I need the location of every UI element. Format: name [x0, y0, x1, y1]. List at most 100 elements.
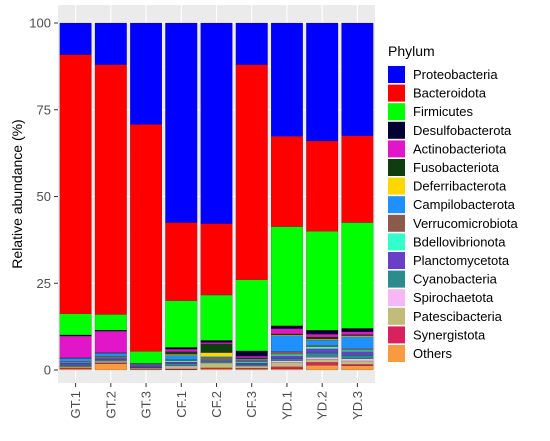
bar-segment-spirochaetota: [306, 357, 339, 360]
bar-segment-planctomycetota: [235, 362, 268, 365]
legend-item-patescibacteria: Patescibacteria: [388, 307, 503, 325]
bar-segment-planctomycetota: [341, 351, 374, 356]
legend-key: [388, 121, 405, 139]
bar-segment-firmicutes: [94, 314, 127, 331]
legend-label: Verrucomicrobiota: [413, 216, 519, 231]
bar-segment-proteobacteria: [130, 22, 162, 125]
bar-segment-deferribacterota: [271, 334, 303, 336]
bar-segment-deferribacterota: [306, 339, 339, 341]
bar-segment-fusobacteriota: [59, 357, 92, 359]
bar-segment-actinobacteriota: [200, 342, 233, 344]
bar-segment-campilobacterota: [341, 336, 374, 349]
bar-segment-bdellovibrionota: [59, 362, 92, 364]
bar-segment-campilobacterota: [271, 335, 303, 352]
bar-segment-proteobacteria: [306, 22, 339, 142]
bar-segment-firmicutes: [306, 231, 339, 331]
legend-key: [388, 196, 405, 214]
bar-segment-campilobacterota: [165, 355, 198, 360]
bar-segment-others: [59, 368, 92, 371]
bar-segment-desulfobacterota: [271, 325, 303, 329]
bar-segment-bdellovibrionota: [235, 361, 268, 364]
bar-segment-actinobacteriota: [130, 363, 162, 365]
bar-segment-campilobacterota: [306, 340, 339, 346]
bar-segment-verrucomicrobiota: [59, 361, 92, 363]
legend-item-cyanobacteria: Cyanobacteria: [388, 270, 498, 288]
bar-segment-desulfobacterota: [59, 334, 92, 337]
bar-segment-firmicutes: [59, 313, 92, 336]
bar-segment-spirochaetota: [235, 365, 268, 367]
bar-segment-bacteroidota: [235, 64, 268, 280]
bar-stack-GT.2: [94, 22, 127, 371]
bar-segment-others: [271, 368, 303, 371]
bar-segment-verrucomicrobiota: [165, 359, 198, 361]
bar-segment-spirochaetota: [165, 365, 198, 367]
legend-label: Spirochaetota: [413, 290, 494, 305]
bar-segment-proteobacteria: [235, 22, 268, 65]
legend-item-bacteroidota: Bacteroidota: [388, 84, 487, 102]
legend-key: [388, 159, 405, 176]
bar-segment-deferribacterota: [341, 335, 374, 337]
legend-label: Deferribacterota: [413, 179, 507, 194]
bar-segment-campilobacterota: [235, 359, 268, 361]
legend-label: Bdellovibrionota: [413, 234, 506, 249]
legend-key: [388, 84, 405, 102]
legend-key: [388, 270, 405, 288]
bar-stack-YD.1: [271, 22, 303, 371]
x-tick-label: CF.2: [209, 391, 224, 418]
bar-segment-desulfobacterota: [235, 350, 268, 357]
bar-segment-verrucomicrobiota: [94, 356, 127, 358]
x-tick-label: GT.1: [68, 391, 83, 418]
bar-segment-actinobacteriota: [271, 328, 303, 334]
bar-segment-proteobacteria: [165, 22, 198, 223]
bars: [59, 22, 374, 371]
bar-segment-patescibacteria: [165, 366, 198, 370]
bar-segment-synergistota: [94, 362, 127, 364]
bar-segment-bdellovibrionota: [271, 354, 303, 356]
bar-segment-planctomycetota: [59, 362, 92, 366]
bar-segment-proteobacteria: [94, 22, 127, 65]
bar-segment-cyanobacteria: [271, 358, 303, 361]
legend-key: [388, 140, 405, 158]
bar-stack-YD.3: [341, 22, 374, 371]
bar-segment-bacteroidota: [306, 140, 339, 232]
legend-label: Firmicutes: [413, 104, 473, 119]
legend-key: [388, 214, 405, 232]
bar-segment-desulfobacterota: [306, 330, 339, 335]
bar-segment-actinobacteriota: [165, 349, 198, 352]
legend-item-planctomycetota: Planctomycetota: [388, 252, 510, 269]
bar-segment-others: [235, 368, 268, 371]
legend-label: Bacteroidota: [413, 86, 487, 101]
bar-segment-firmicutes: [130, 351, 162, 364]
bar-segment-fusobacteriota: [235, 357, 268, 359]
bar-segment-planctomycetota: [94, 358, 127, 361]
bar-segment-others: [130, 369, 162, 371]
bar-segment-others: [200, 368, 233, 371]
x-tick-label: CF.3: [244, 391, 259, 418]
legend-item-campilobacterota: Campilobacterota: [388, 196, 516, 214]
legend-label: Proteobacteria: [413, 67, 498, 82]
x-tick-label: GT.3: [139, 391, 154, 418]
bar-segment-deferribacterota: [165, 354, 198, 356]
y-tick-label: 50: [37, 189, 51, 204]
bar-segment-patescibacteria: [200, 363, 233, 368]
bar-segment-bacteroidota: [94, 64, 127, 315]
legend-key: [388, 103, 405, 121]
bar-stack-CF.1: [165, 22, 198, 371]
legend-label: Cyanobacteria: [413, 272, 498, 287]
bar-segment-proteobacteria: [59, 22, 92, 55]
bar-stack-GT.3: [130, 22, 162, 371]
bar-segment-bacteroidota: [341, 135, 374, 223]
y-axis-title: Relative abundance (%): [9, 119, 25, 268]
bar-segment-desulfobacterota: [341, 328, 374, 332]
bar-segment-cyanobacteria: [94, 359, 127, 362]
bar-segment-actinobacteriota: [306, 334, 339, 338]
bar-segment-planctomycetota: [306, 348, 339, 354]
bar-segment-cyanobacteria: [59, 365, 92, 367]
legend-item-verrucomicrobiota: Verrucomicrobiota: [388, 214, 519, 232]
bar-segment-verrucomicrobiota: [200, 357, 233, 360]
bar-segment-bdellovibrionota: [341, 350, 374, 352]
x-axis: GT.1 GT.2 GT.3 CF.1 CF.2 CF.3 YD.1 YD.2 YD.3: [68, 383, 365, 420]
bar-segment-patescibacteria: [235, 366, 268, 369]
legend-label: Fusobacteriota: [413, 160, 500, 175]
